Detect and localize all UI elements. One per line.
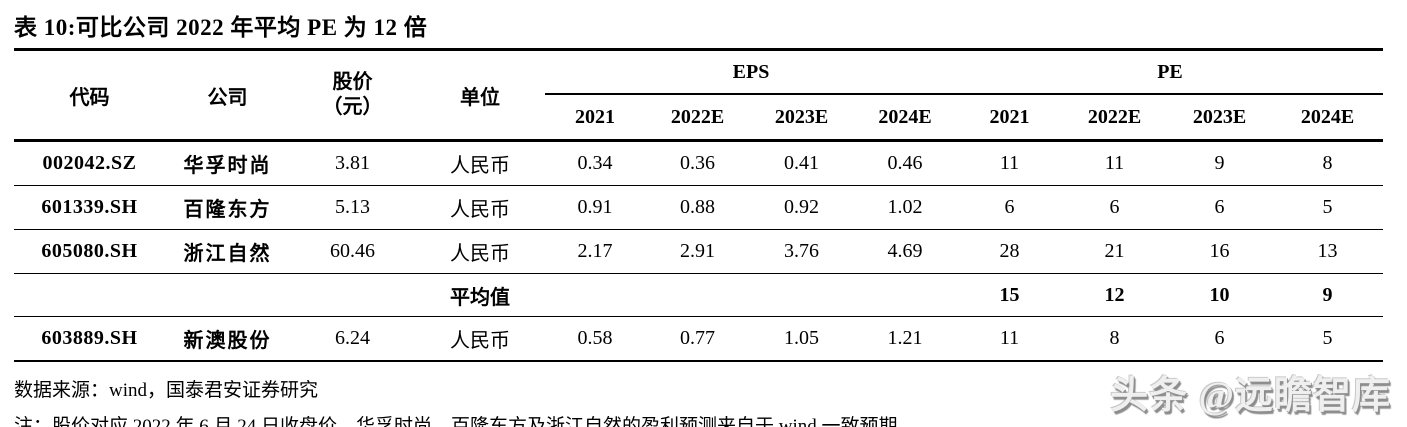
cell-empty (545, 273, 645, 317)
cell-code: 601339.SH (14, 185, 165, 230)
cell-eps-2023e: 0.41 (750, 140, 853, 186)
header-eps-2021: 2021 (545, 94, 645, 142)
cell-empty (645, 273, 750, 317)
cell-pe-2021: 6 (957, 185, 1062, 230)
cell-eps-2021: 0.91 (545, 185, 645, 230)
cell-eps-2021: 0.34 (545, 140, 645, 186)
avg-pe-2023e: 10 (1167, 273, 1272, 317)
cell-eps-2024e: 4.69 (853, 229, 957, 274)
header-pe-2023e: 2023E (1167, 94, 1272, 142)
header-pe-group: PE (957, 51, 1383, 95)
cell-code: 002042.SZ (14, 140, 165, 186)
cell-company: 华孚时尚 (165, 140, 290, 186)
cell-pe-2022e: 8 (1062, 316, 1167, 362)
table-row: 002042.SZ 华孚时尚 3.81 人民币 0.34 0.36 0.41 0… (14, 140, 1383, 186)
header-price: 股价 （元） (290, 51, 415, 142)
cell-unit: 人民币 (415, 140, 545, 186)
cell-eps-2024e: 1.02 (853, 185, 957, 230)
report-table-page: 表 10:可比公司 2022 年平均 PE 为 12 倍 代码 公司 股价 （元… (0, 8, 1407, 427)
cell-pe-2022e: 11 (1062, 140, 1167, 186)
cell-company: 百隆东方 (165, 185, 290, 230)
cell-pe-2021: 11 (957, 140, 1062, 186)
header-unit: 单位 (415, 51, 545, 142)
comparable-companies-table: 代码 公司 股价 （元） 单位 EPS PE 2021 2022E 2023E … (14, 51, 1383, 362)
header-pe-2021: 2021 (957, 94, 1062, 142)
cell-eps-2021: 0.58 (545, 316, 645, 362)
header-price-line2: （元） (322, 96, 383, 118)
cell-price: 5.13 (290, 185, 415, 230)
data-source-text: 数据来源：wind，国泰君安证券研究 (14, 380, 319, 401)
cell-unit: 人民币 (415, 229, 545, 274)
cell-empty (750, 273, 853, 317)
cell-code: 605080.SH (14, 229, 165, 274)
cell-eps-2022e: 0.88 (645, 185, 750, 230)
avg-pe-2022e: 12 (1062, 273, 1167, 317)
cell-company: 新澳股份 (165, 316, 290, 362)
cell-pe-2021: 11 (957, 316, 1062, 362)
cell-price: 60.46 (290, 229, 415, 274)
header-group-row: 代码 公司 股价 （元） 单位 EPS PE (14, 51, 1383, 142)
cell-empty (290, 273, 415, 317)
cell-eps-2022e: 0.36 (645, 140, 750, 186)
watermark-text: 头条 @远瞻智库 (1110, 375, 1391, 417)
cell-pe-2022e: 21 (1062, 229, 1167, 274)
cell-eps-2023e: 3.76 (750, 229, 853, 274)
cell-pe-2024e: 13 (1272, 229, 1383, 274)
cell-pe-2023e: 6 (1167, 316, 1272, 362)
header-year-row: 2021 2022E 2023E 2024E 2021 2022E 2023E … (14, 94, 1383, 142)
cell-price: 6.24 (290, 316, 415, 362)
cell-eps-2022e: 0.77 (645, 316, 750, 362)
cell-pe-2024e: 5 (1272, 316, 1383, 362)
cell-eps-2024e: 1.21 (853, 316, 957, 362)
cell-company: 浙江自然 (165, 229, 290, 274)
header-eps-2022e: 2022E (645, 94, 750, 142)
header-eps-group: EPS (545, 51, 957, 95)
cell-unit: 人民币 (415, 185, 545, 230)
cell-eps-2023e: 1.05 (750, 316, 853, 362)
table-footer: 数据来源：wind，国泰君安证券研究 注：股价对应 2022 年 6 月 24 … (14, 375, 1407, 427)
cell-eps-2021: 2.17 (545, 229, 645, 274)
cell-empty (853, 273, 957, 317)
cell-eps-2022e: 2.91 (645, 229, 750, 274)
page-title: 表 10:可比公司 2022 年平均 PE 为 12 倍 (14, 8, 1383, 51)
header-pe-2024e: 2024E (1272, 94, 1383, 142)
average-row: 平均值 15 12 10 9 (14, 273, 1383, 317)
avg-pe-2021: 15 (957, 273, 1062, 317)
cell-pe-2023e: 9 (1167, 140, 1272, 186)
header-code: 代码 (14, 51, 165, 142)
cell-pe-2022e: 6 (1062, 185, 1167, 230)
cell-pe-2023e: 6 (1167, 185, 1272, 230)
cell-unit: 人民币 (415, 316, 545, 362)
table-row: 601339.SH 百隆东方 5.13 人民币 0.91 0.88 0.92 1… (14, 185, 1383, 230)
cell-empty (14, 273, 165, 317)
avg-pe-2024e: 9 (1272, 273, 1383, 317)
cell-pe-2021: 28 (957, 229, 1062, 274)
cell-empty (165, 273, 290, 317)
table-row: 605080.SH 浙江自然 60.46 人民币 2.17 2.91 3.76 … (14, 229, 1383, 274)
cell-pe-2023e: 16 (1167, 229, 1272, 274)
cell-eps-2023e: 0.92 (750, 185, 853, 230)
header-eps-2024e: 2024E (853, 94, 957, 142)
header-eps-2023e: 2023E (750, 94, 853, 142)
note-text: 注：股价对应 2022 年 6 月 24 日收盘价，华孚时尚、百隆东方及浙江自然… (14, 416, 898, 427)
cell-price: 3.81 (290, 140, 415, 186)
header-price-line1: 股价 (332, 71, 373, 93)
table-row: 603889.SH 新澳股份 6.24 人民币 0.58 0.77 1.05 1… (14, 316, 1383, 362)
cell-pe-2024e: 8 (1272, 140, 1383, 186)
cell-pe-2024e: 5 (1272, 185, 1383, 230)
header-company: 公司 (165, 51, 290, 142)
cell-eps-2024e: 0.46 (853, 140, 957, 186)
cell-code: 603889.SH (14, 316, 165, 362)
average-label: 平均值 (415, 273, 545, 317)
header-pe-2022e: 2022E (1062, 94, 1167, 142)
